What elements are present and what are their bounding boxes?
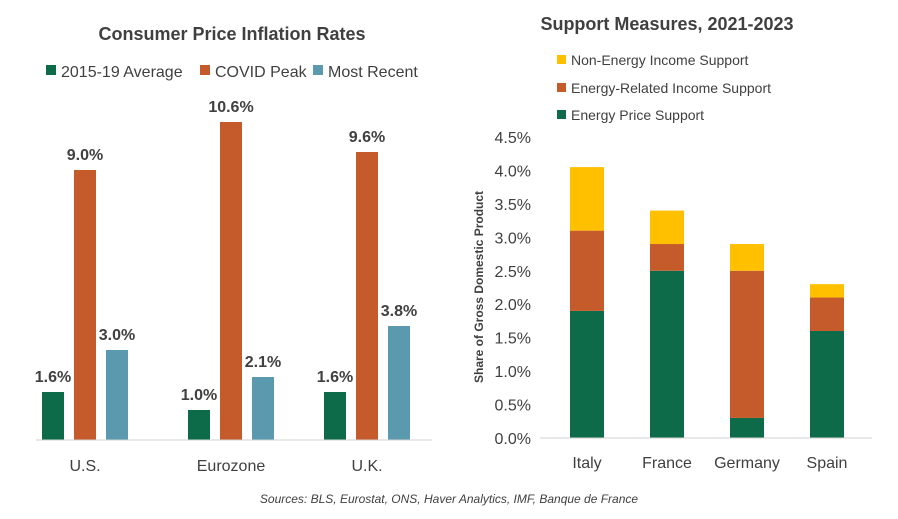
support-chart-title: Support Measures, 2021-2023 xyxy=(540,14,793,34)
legend-swatch-2015-19-average xyxy=(46,65,56,75)
legend-swatch-energy-related-income-support xyxy=(557,83,566,92)
y-tick-label: 0.5% xyxy=(495,398,531,415)
inflation-data-labels: 1.6% 9.0% 3.0% 1.0% 10.6% 2.1% 1.6% 9.6% 3.8% xyxy=(35,99,417,404)
legend-label-covid-peak: COVID Peak xyxy=(215,64,308,81)
category-label-france: France xyxy=(642,455,692,472)
data-label-u-s-2015-19-average: 1.6% xyxy=(35,369,71,386)
y-tick-label: 2.5% xyxy=(495,264,531,281)
support-legend: Non-Energy Income Support Energy-Related … xyxy=(557,52,771,123)
data-label-eurozone-most-recent: 2.1% xyxy=(245,354,281,371)
y-tick-label: 2.0% xyxy=(495,297,531,314)
y-tick-label: 0.0% xyxy=(495,431,531,448)
category-label-italy: Italy xyxy=(572,455,601,472)
y-tick-label: 4.5% xyxy=(495,130,531,147)
bar-italy-non-energy-income-support xyxy=(570,167,604,231)
data-label-u-s-covid-peak: 9.0% xyxy=(67,147,103,164)
bar-spain-non-energy-income-support xyxy=(810,284,844,298)
data-label-u-k-covid-peak: 9.6% xyxy=(349,129,385,146)
bar-france-energy-related-income-support xyxy=(650,244,684,271)
bar-france-non-energy-income-support xyxy=(650,210,684,245)
data-label-eurozone-2015-19-average: 1.0% xyxy=(181,387,217,404)
category-label-eurozone: Eurozone xyxy=(197,458,266,475)
bar-u-s-2015-19-average xyxy=(42,392,64,440)
bar-u-s-most-recent xyxy=(106,350,128,440)
category-label-u-s: U.S. xyxy=(69,458,100,475)
support-bars xyxy=(570,167,844,438)
bar-spain-energy-price-support xyxy=(810,330,844,438)
source-note: Sources: BLS, Eurostat, ONS, Haver Analy… xyxy=(260,492,638,506)
legend-label-2015-19-average: 2015-19 Average xyxy=(61,64,183,81)
y-tick-label: 1.5% xyxy=(495,331,531,348)
category-label-u-k: U.K. xyxy=(351,458,382,475)
legend-swatch-covid-peak xyxy=(200,65,210,75)
inflation-legend: 2015-19 Average COVID Peak Most Recent xyxy=(46,64,418,81)
inflation-bars xyxy=(42,122,410,440)
data-label-eurozone-covid-peak: 10.6% xyxy=(208,99,253,116)
support-y-ticks: 0.0% 0.5% 1.0% 1.5% 2.0% 2.5% 3.0% 3.5% 4.0% 4.5% xyxy=(495,130,531,448)
bar-germany-non-energy-income-support xyxy=(730,244,764,271)
bar-u-k-covid-peak xyxy=(356,152,378,440)
inflation-category-labels: U.S. Eurozone U.K. xyxy=(69,458,382,475)
bar-u-s-covid-peak xyxy=(74,170,96,440)
bar-germany-energy-related-income-support xyxy=(730,270,764,418)
legend-swatch-non-energy-income-support xyxy=(557,55,566,64)
support-y-axis-title: Share of Gross Domestic Product xyxy=(472,191,486,383)
bar-u-k-2015-19-average xyxy=(324,392,346,440)
bar-france-energy-price-support xyxy=(650,270,684,438)
data-label-u-s-most-recent: 3.0% xyxy=(99,327,135,344)
bar-spain-energy-related-income-support xyxy=(810,297,844,331)
y-tick-label: 3.5% xyxy=(495,197,531,214)
inflation-chart: Consumer Price Inflation Rates 2015-19 A… xyxy=(35,24,432,475)
category-label-germany: Germany xyxy=(714,455,780,472)
support-chart: Support Measures, 2021-2023 Non-Energy I… xyxy=(472,14,872,472)
legend-label-energy-price-support: Energy Price Support xyxy=(571,107,704,123)
legend-label-non-energy-income-support: Non-Energy Income Support xyxy=(571,52,749,68)
bar-italy-energy-price-support xyxy=(570,310,604,438)
category-label-spain: Spain xyxy=(807,455,848,472)
bar-u-k-most-recent xyxy=(388,326,410,440)
legend-swatch-most-recent xyxy=(313,65,323,75)
legend-label-energy-related-income-support: Energy-Related Income Support xyxy=(571,80,771,96)
legend-label-most-recent: Most Recent xyxy=(328,64,418,81)
bar-eurozone-most-recent xyxy=(252,377,274,440)
data-label-u-k-2015-19-average: 1.6% xyxy=(317,369,353,386)
bar-eurozone-2015-19-average xyxy=(188,410,210,440)
data-label-u-k-most-recent: 3.8% xyxy=(381,303,417,320)
bar-italy-energy-related-income-support xyxy=(570,230,604,311)
y-tick-label: 3.0% xyxy=(495,230,531,247)
y-tick-label: 1.0% xyxy=(495,364,531,381)
y-tick-label: 4.0% xyxy=(495,163,531,180)
inflation-chart-title: Consumer Price Inflation Rates xyxy=(98,24,365,44)
legend-swatch-energy-price-support xyxy=(557,110,566,119)
bar-eurozone-covid-peak xyxy=(220,122,242,440)
bar-germany-energy-price-support xyxy=(730,417,764,438)
support-category-labels: Italy France Germany Spain xyxy=(572,455,847,472)
